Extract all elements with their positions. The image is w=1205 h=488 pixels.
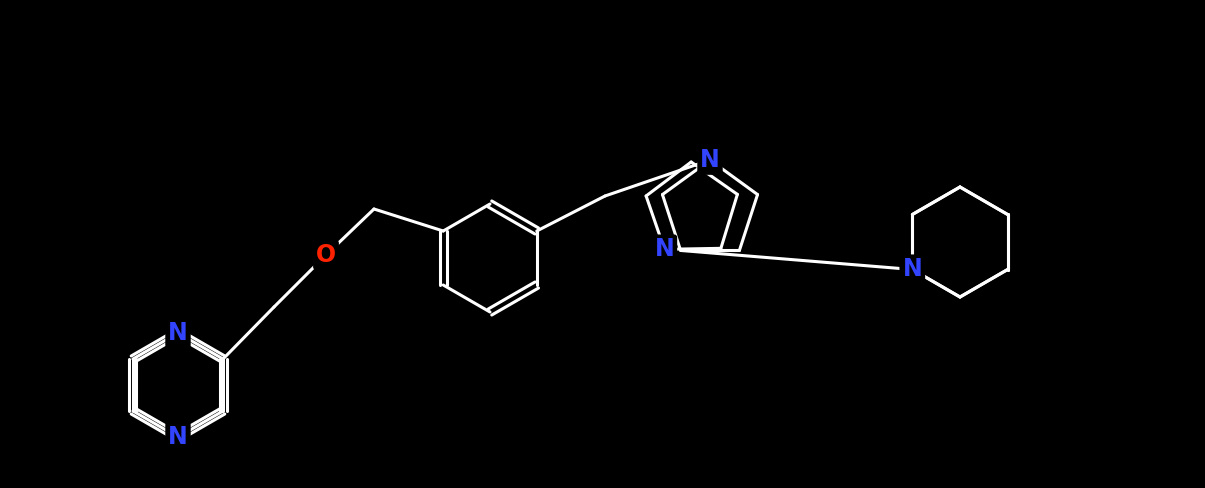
Text: N: N bbox=[169, 425, 188, 449]
Text: N: N bbox=[903, 258, 922, 282]
Text: N: N bbox=[169, 321, 188, 345]
Text: N: N bbox=[654, 237, 675, 261]
Text: O: O bbox=[316, 243, 336, 267]
Text: N: N bbox=[903, 258, 922, 282]
Text: N: N bbox=[700, 148, 719, 172]
